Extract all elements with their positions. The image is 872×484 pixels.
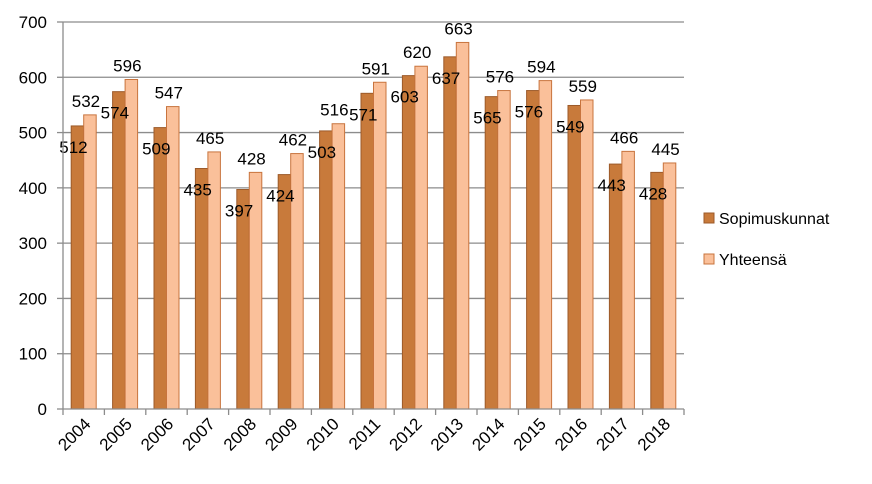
bar-yhteensa (497, 90, 511, 410)
bar-sopimuskunnat (360, 92, 374, 410)
data-label-yhteensa: 594 (527, 58, 555, 77)
x-tick-label: 2015 (510, 414, 550, 454)
data-label-yhteensa: 462 (279, 131, 307, 150)
legend-swatch (703, 253, 715, 265)
data-label-sopimuskunnat: 503 (308, 143, 336, 162)
legend-label: Yhteensä (719, 252, 787, 269)
bar-sopimuskunnat (401, 75, 416, 410)
bar-yhteensa (83, 114, 97, 410)
legend-swatch (703, 212, 715, 224)
data-label-yhteensa: 466 (610, 128, 638, 147)
data-label-sopimuskunnat: 637 (432, 69, 460, 88)
bar-yhteensa (124, 78, 139, 410)
x-tick-label: 2011 (345, 414, 384, 453)
y-tick-label: 300 (19, 234, 47, 253)
data-labels: 5125325745965095474354653974284244625035… (59, 19, 679, 220)
legend: Sopimuskunnat Yhteensä (703, 211, 830, 269)
data-label-sopimuskunnat: 443 (597, 176, 625, 195)
x-axis (57, 21, 685, 415)
bar-sopimuskunnat (319, 130, 333, 410)
data-label-yhteensa: 516 (320, 101, 348, 120)
x-tick-label: 2013 (427, 414, 467, 454)
x-tick-label: 2014 (468, 414, 508, 454)
x-tick-label: 2012 (386, 414, 426, 454)
bar-yhteensa (414, 65, 428, 410)
data-label-yhteensa: 663 (444, 19, 472, 38)
bar-sopimuskunnat (194, 168, 209, 410)
x-tick-label: 2008 (220, 414, 260, 454)
data-label-yhteensa: 532 (72, 92, 100, 111)
bar-sopimuskunnat (443, 56, 457, 410)
x-tick-label: 2005 (96, 414, 136, 454)
bar-sopimuskunnat (112, 91, 126, 410)
bar-sopimuskunnat (70, 125, 85, 410)
data-label-yhteensa: 547 (155, 84, 183, 103)
x-tick-label: 2017 (593, 414, 633, 454)
legend-label: Sopimuskunnat (719, 211, 830, 228)
bar-sopimuskunnat (526, 90, 540, 410)
bar-sopimuskunnat (567, 104, 581, 410)
y-tick-label: 100 (19, 345, 47, 364)
y-tick-label: 600 (19, 68, 47, 87)
x-axis-ticks: 2004 2005 2006 2007 2008 2009 2010 2011 2012 2013… (54, 414, 674, 454)
x-tick-label: 2009 (261, 414, 301, 454)
bars (70, 41, 677, 410)
y-tick-label: 400 (19, 179, 47, 198)
data-label-yhteensa: 576 (486, 68, 514, 87)
x-tick-label: 2006 (137, 414, 177, 454)
x-tick-label: 2007 (179, 414, 219, 454)
data-label-yhteensa: 620 (403, 43, 431, 62)
data-label-yhteensa: 465 (196, 129, 224, 148)
bar-sopimuskunnat (650, 171, 664, 410)
x-tick-label: 2004 (54, 414, 94, 454)
y-tick-label: 0 (38, 400, 47, 419)
data-label-yhteensa: 559 (569, 77, 597, 96)
data-label-sopimuskunnat: 549 (556, 117, 584, 136)
bar-yhteensa (580, 99, 594, 410)
data-label-sopimuskunnat: 571 (349, 105, 377, 124)
data-label-yhteensa: 596 (113, 56, 141, 75)
data-label-sopimuskunnat: 512 (59, 138, 87, 157)
y-tick-label: 700 (19, 13, 47, 32)
data-label-sopimuskunnat: 424 (266, 187, 294, 206)
bar-sopimuskunnat (153, 127, 167, 410)
data-label-yhteensa: 428 (237, 149, 265, 168)
data-label-yhteensa: 591 (362, 59, 390, 78)
data-label-sopimuskunnat: 565 (473, 109, 501, 128)
data-label-sopimuskunnat: 574 (101, 104, 129, 123)
bar-sopimuskunnat (236, 189, 250, 410)
data-label-sopimuskunnat: 576 (515, 103, 543, 122)
y-tick-label: 200 (19, 289, 47, 308)
bar-sopimuskunnat (608, 163, 623, 410)
data-label-sopimuskunnat: 509 (142, 140, 170, 159)
bar-sopimuskunnat (484, 96, 499, 410)
x-tick-label: 2010 (303, 414, 343, 454)
y-axis-ticks: 0 100 200 300 400 500 600 700 (19, 13, 47, 419)
bar-yhteensa (538, 80, 553, 410)
x-tick-label: 2016 (551, 414, 591, 454)
data-label-yhteensa: 445 (651, 140, 679, 159)
data-label-sopimuskunnat: 397 (225, 202, 253, 221)
data-label-sopimuskunnat: 428 (639, 184, 667, 203)
bar-yhteensa (455, 41, 470, 410)
bar-yhteensa (373, 81, 387, 410)
data-label-sopimuskunnat: 435 (183, 181, 211, 200)
y-tick-label: 500 (19, 124, 47, 143)
x-tick-label: 2018 (634, 414, 674, 454)
data-label-sopimuskunnat: 603 (390, 88, 418, 107)
bar-sopimuskunnat (277, 174, 292, 410)
bar-yhteensa (331, 123, 346, 410)
